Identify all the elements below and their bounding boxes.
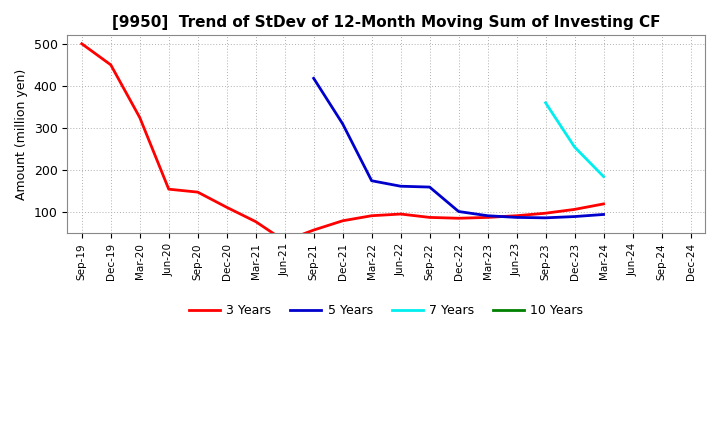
Legend: 3 Years, 5 Years, 7 Years, 10 Years: 3 Years, 5 Years, 7 Years, 10 Years — [184, 299, 588, 322]
Y-axis label: Amount (million yen): Amount (million yen) — [15, 69, 28, 200]
Title: [9950]  Trend of StDev of 12-Month Moving Sum of Investing CF: [9950] Trend of StDev of 12-Month Moving… — [112, 15, 660, 30]
